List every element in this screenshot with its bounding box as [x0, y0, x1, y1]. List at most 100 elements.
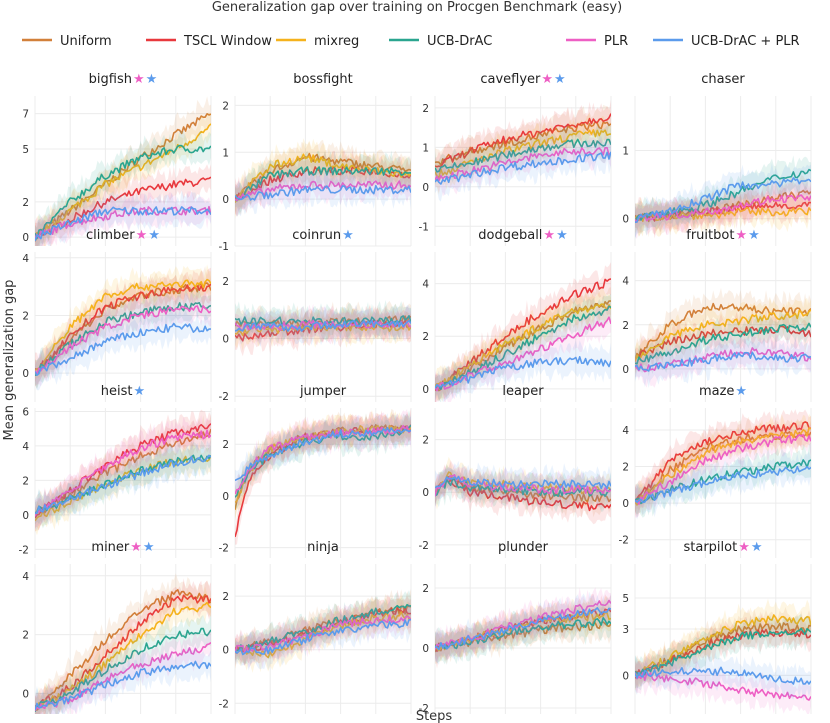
line-Uniform: [435, 120, 611, 166]
star-icon: ★: [342, 228, 354, 243]
line-Uniform: [635, 302, 811, 362]
legend-label-4: PLR: [604, 34, 628, 49]
y-tick-label: -2: [219, 698, 229, 710]
star-icon: ★: [735, 228, 747, 243]
line-UCB-DrAC + PLR: [435, 475, 611, 490]
band-Uniform: [35, 96, 211, 246]
line-UCB-DrAC + PLR: [35, 660, 211, 711]
star-icon: ★: [554, 72, 566, 87]
line-UCB-DrAC + PLR: [635, 351, 811, 372]
subplot-title: coinrun★: [292, 228, 353, 243]
line-PLR: [35, 305, 211, 375]
line-UCB-DrAC + PLR: [435, 607, 611, 651]
band-PLR: [435, 300, 611, 402]
band-PLR: [435, 132, 611, 197]
legend-label-3: UCB-DrAC: [427, 34, 492, 49]
band-UCB-DrAC: [635, 311, 811, 380]
y-tick-label: 0: [22, 232, 29, 244]
line-UCB-DrAC + PLR: [35, 322, 211, 376]
band-mixreg: [35, 264, 211, 382]
line-UCB-DrAC + PLR: [635, 177, 811, 224]
subplot-plunder: -20205M10M15M20M25Mplunder: [419, 540, 612, 715]
band-Uniform: [635, 174, 811, 238]
y-tick-label: 0: [622, 670, 629, 682]
y-tick-label: 6: [22, 406, 29, 418]
legend-label-5: UCB-DrAC + PLR: [691, 34, 800, 49]
y-tick-label: 2: [222, 276, 229, 288]
subplot-title-text: leaper: [502, 384, 544, 399]
band-TSCL Window: [35, 164, 211, 246]
line-mixreg: [235, 153, 411, 203]
subplot-ninja: -20205M10M15M20M25Mninja: [219, 540, 412, 714]
star-icon: ★: [148, 228, 160, 243]
series-group: [35, 573, 211, 714]
y-tick-label: 0: [422, 182, 429, 194]
y-tick-label: 1: [622, 146, 629, 158]
y-tick-label: 2: [222, 439, 229, 451]
figure-title: Generalization gap over training on Proc…: [212, 0, 622, 15]
band-TSCL Window: [235, 305, 411, 357]
y-tick-label: 0: [422, 487, 429, 499]
y-tick-label: 2: [622, 462, 629, 474]
subplot-chaser: 0 1 chaser: [622, 72, 812, 246]
line-TSCL Window: [435, 478, 611, 512]
band-UCB-DrAC: [235, 150, 411, 217]
line-UCB-DrAC: [635, 322, 811, 365]
y-tick-label: 2: [422, 331, 429, 343]
band-Uniform: [35, 266, 211, 389]
subplot-title: chaser: [701, 72, 745, 87]
y-tick-label: 4: [622, 276, 629, 288]
star-icon: ★: [735, 384, 747, 399]
band-UCB-DrAC + PLR: [235, 602, 411, 671]
y-tick-label: 0: [422, 643, 429, 655]
line-Uniform: [435, 300, 611, 392]
band-UCB-DrAC + PLR: [435, 340, 611, 402]
y-tick-label: 2: [22, 630, 29, 642]
y-tick-label: -2: [419, 540, 429, 552]
subplot-title-text: bossfight: [293, 72, 353, 87]
series-group: [635, 598, 811, 714]
series-group: [235, 588, 411, 673]
subplot-title: bossfight: [293, 72, 353, 87]
subplot-title: fruitbot★★: [686, 228, 760, 243]
band-mixreg: [235, 305, 411, 351]
y-tick-label: 2: [422, 103, 429, 115]
star-icon: ★: [751, 540, 763, 555]
line-TSCL Window: [35, 423, 211, 519]
line-UCB-DrAC + PLR: [235, 319, 411, 332]
band-TSCL Window: [435, 262, 611, 402]
subplot-title-text: jumper: [299, 384, 347, 399]
band-TSCL Window: [635, 309, 811, 374]
legend: Uniform TSCL Window mixreg UCB-DrAC PLR UCB-D…: [22, 34, 800, 49]
series-group: [235, 138, 411, 219]
y-tick-label: 4: [622, 425, 629, 437]
star-icon: ★: [556, 228, 568, 243]
y-tick-label: 2: [222, 100, 229, 112]
star-icon: ★: [738, 540, 750, 555]
y-tick-label: 5: [22, 144, 29, 156]
y-tick-label: 0: [622, 498, 629, 510]
legend-label-2: mixreg: [314, 34, 359, 49]
band-UCB-DrAC + PLR: [435, 136, 611, 202]
star-icon: ★: [130, 540, 142, 555]
band-mixreg: [235, 138, 411, 219]
band-UCB-DrAC + PLR: [635, 651, 811, 701]
series-group: [235, 408, 411, 545]
legend-label-1: TSCL Window: [183, 34, 272, 49]
line-Uniform: [635, 622, 811, 674]
y-tick-label: 4: [22, 441, 29, 453]
band-Uniform: [35, 573, 211, 714]
y-tick-label: 3: [622, 624, 629, 636]
y-tick-label: 0: [222, 194, 229, 206]
y-tick-label: 2: [22, 475, 29, 487]
band-Uniform: [635, 416, 811, 518]
line-PLR: [635, 671, 811, 701]
subplot-title: miner★★: [91, 540, 154, 555]
band-TSCL Window: [435, 99, 611, 181]
y-tick-label: 2: [22, 310, 29, 322]
star-icon: ★: [543, 228, 555, 243]
subplot-title-text: chaser: [701, 72, 745, 87]
y-tick-label: -2: [19, 544, 29, 556]
